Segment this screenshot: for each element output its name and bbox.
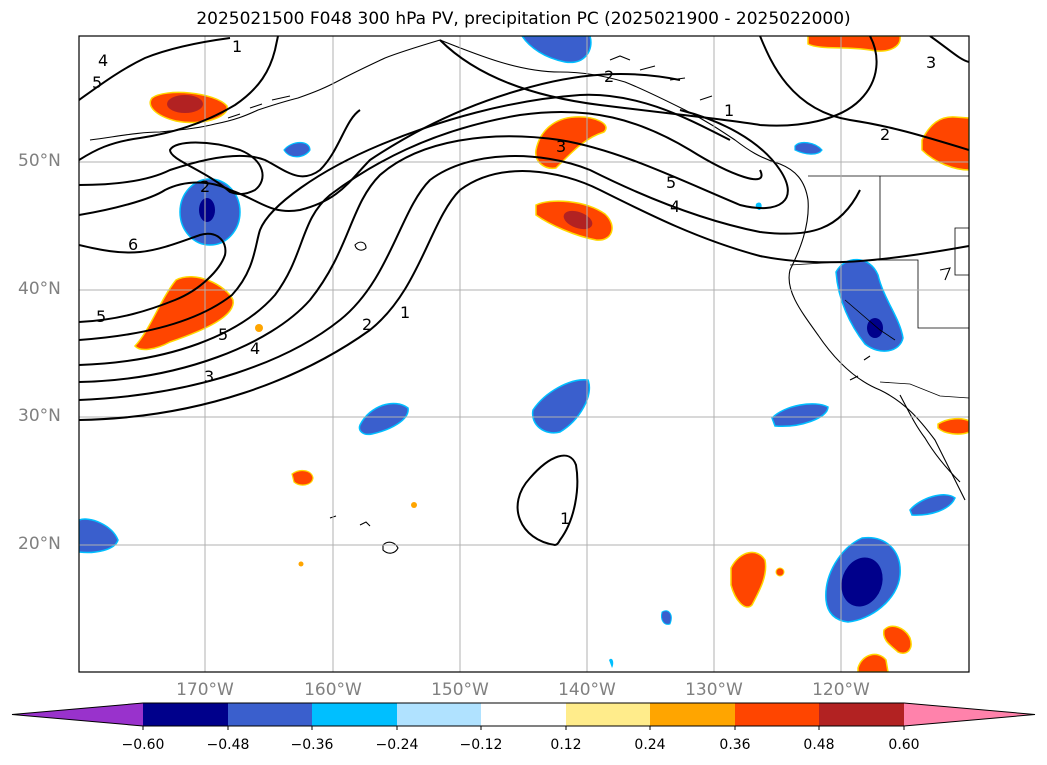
- grid: [79, 36, 969, 672]
- colorbar-tick-label: 0.60: [888, 737, 920, 753]
- lat-label-30n: 30°N: [18, 406, 61, 426]
- colorbar-tick-label: −0.12: [459, 737, 503, 753]
- lon-label-170w: 170°W: [176, 680, 234, 700]
- map-content: 4 5 1 2 6 5 4 3 2 1 3 5 4 2 1 3 2 1 5: [79, 36, 969, 672]
- colorbar-swatch: [12, 703, 143, 726]
- lon-label-130w: 130°W: [685, 680, 743, 700]
- contour-label: 3: [204, 367, 214, 386]
- contour-label: 1: [560, 509, 570, 528]
- contour-label: 6: [128, 235, 138, 254]
- colorbar-tick-label: 0.48: [803, 737, 835, 753]
- colorbar-tick-label: 0.24: [634, 737, 666, 753]
- contour-label: 5: [92, 73, 102, 92]
- contour-label: 2: [880, 125, 890, 144]
- contour-label: 3: [556, 137, 566, 156]
- colorbar-swatch: [904, 703, 1035, 726]
- lat-label-50n: 50°N: [18, 151, 61, 171]
- lat-label-20n: 20°N: [18, 534, 61, 554]
- contour-label: 5: [666, 173, 676, 192]
- colorbar-tick-label: −0.48: [206, 737, 250, 753]
- colorbar-swatch: [819, 703, 904, 726]
- lon-label-140w: 140°W: [558, 680, 616, 700]
- colorbar-tick-label: −0.60: [121, 737, 165, 753]
- lat-label-40n: 40°N: [18, 279, 61, 299]
- contour-label: 2: [200, 177, 210, 196]
- lon-label-120w: 120°W: [812, 680, 870, 700]
- colorbar-swatch: [312, 703, 397, 726]
- precip-patches: [79, 36, 969, 672]
- contour-label: 3: [926, 53, 936, 72]
- colorbar-swatch: [397, 703, 481, 726]
- contour-label: 1: [400, 303, 410, 322]
- contour-label: 4: [250, 339, 260, 358]
- pv-contours: [79, 36, 969, 547]
- coastlines: [89, 39, 966, 554]
- contour-label: 4: [98, 51, 108, 70]
- colorbar-swatch: [735, 703, 819, 726]
- map-frame: [78, 35, 970, 673]
- colorbar-tick-label: 0.12: [550, 737, 582, 753]
- map-title: 2025021500 F048 300 hPa PV, precipitatio…: [196, 9, 851, 29]
- contour-label: 4: [670, 197, 680, 216]
- contour-label: 2: [604, 67, 614, 86]
- contour-labels: 4 5 1 2 6 5 4 3 2 1 3 5 4 2 1 3 2 1 5: [92, 37, 936, 528]
- colorbar-swatch: [143, 703, 228, 726]
- colorbar-swatch: [566, 703, 650, 726]
- colorbar-tick-label: 0.36: [719, 737, 751, 753]
- colorbar: [11, 702, 1036, 730]
- lon-label-150w: 150°W: [431, 680, 489, 700]
- colorbar-swatch: [228, 703, 312, 726]
- contour-label: 2: [362, 315, 372, 334]
- contour-label: 1: [724, 101, 734, 120]
- colorbar-swatch: [650, 703, 735, 726]
- contour-label: 5: [96, 307, 106, 326]
- colorbar-swatch: [481, 703, 566, 726]
- lon-label-160w: 160°W: [304, 680, 362, 700]
- colorbar-tick-label: −0.24: [375, 737, 419, 753]
- contour-label: 1: [232, 37, 242, 56]
- colorbar-tick-label: −0.36: [290, 737, 334, 753]
- contour-label: 5: [218, 325, 228, 344]
